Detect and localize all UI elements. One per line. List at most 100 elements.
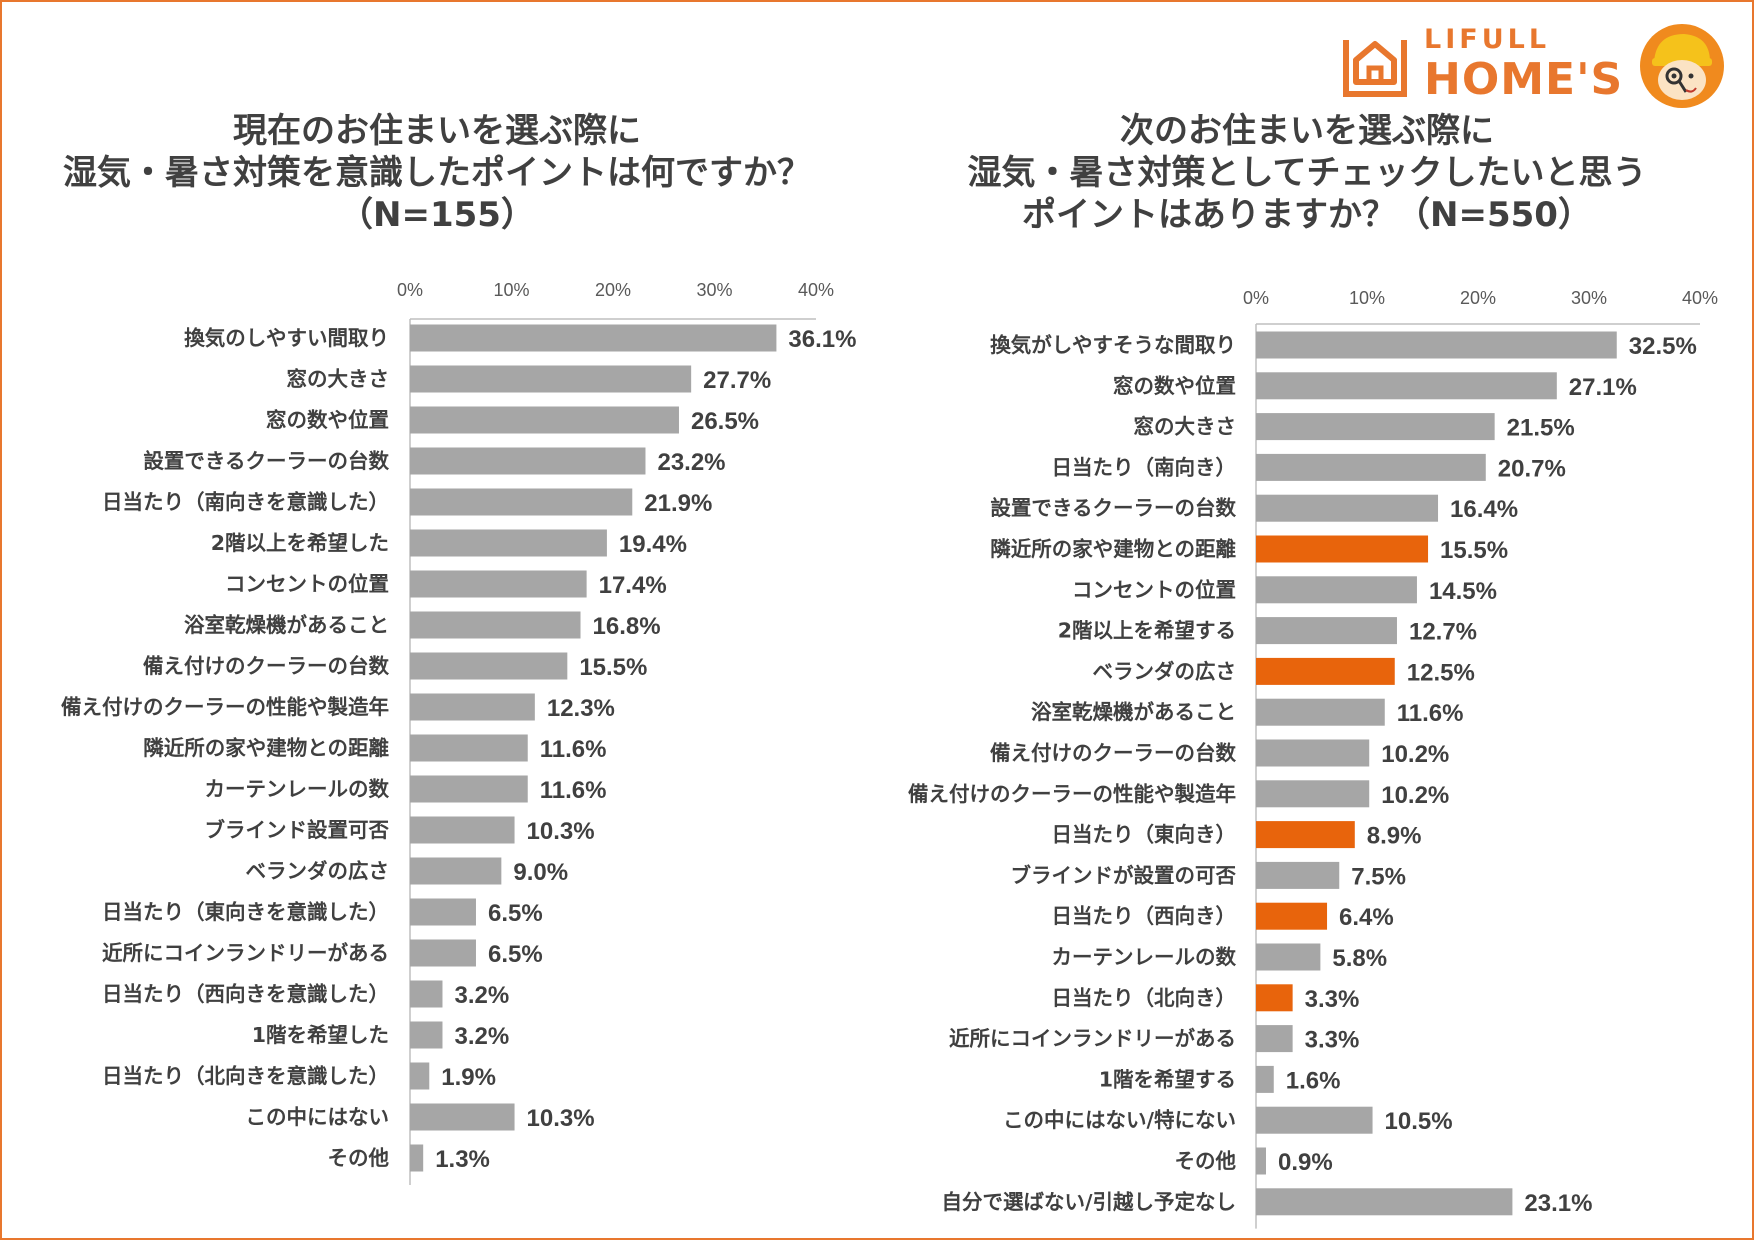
left-value-label: 3.2% [454,1023,509,1050]
left-value-label: 1.3% [435,1146,490,1173]
right-category-label: 1階を希望する [1099,1067,1236,1091]
left-value-label: 16.8% [593,613,661,640]
left-category-label: その他 [328,1146,390,1170]
left-category-label: 備え付けのクーラーの台数 [143,654,389,678]
left-value-label: 26.5% [691,408,759,435]
right-title-line: 湿気・暑さ対策としてチェックしたいと思う [967,153,1647,193]
left-category-label: カーテンレールの数 [205,777,390,801]
right-tick-label: 20% [1460,288,1496,308]
right-tick-label: 30% [1571,288,1607,308]
right-bar [1256,576,1417,604]
right-category-label: ブラインドが設置の可否 [1011,863,1237,887]
left-tick-label: 20% [595,280,631,300]
left-bar [410,775,528,803]
left-category-label: 日当たり（西向きを意識した） [102,982,389,1006]
left-value-label: 10.3% [527,818,595,845]
left-bar [410,1144,424,1172]
left-bar [410,857,502,885]
right-value-label: 20.7% [1498,455,1566,482]
left-bar [410,488,633,516]
left-category-label: 設置できるクーラーの台数 [143,449,389,473]
left-chart-title: 現在のお住まいを選ぶ際に 湿気・暑さ対策を意識したポイントは何ですか？ （N=1… [42,110,832,236]
left-value-label: 15.5% [579,654,647,681]
left-value-label: 3.2% [454,982,509,1009]
left-bar [410,734,528,762]
right-value-label: 10.5% [1385,1108,1453,1135]
left-category-label: ブラインド設置可否 [205,818,390,842]
right-category-label: 日当たり（西向き） [1052,904,1237,928]
left-bar [410,570,587,598]
right-category-label: 備え付けのクーラーの台数 [990,741,1236,765]
left-category-label: 換気のしやすい間取り [184,326,389,350]
right-tick-label: 10% [1349,288,1385,308]
left-bar [410,939,476,967]
left-bar [410,406,679,434]
right-bar [1256,331,1617,359]
right-category-label: 日当たり（北向き） [1052,986,1237,1010]
left-category-label: ベランダの広さ [246,859,390,883]
right-value-label: 3.3% [1305,1027,1360,1054]
left-value-label: 19.4% [619,531,687,558]
left-bar [410,652,568,680]
lifull-homes-logo: LIFULL HOME'S [1338,22,1738,112]
left-category-label: 日当たり（北向きを意識した） [102,1064,389,1088]
left-category-label: 2階以上を希望した [211,531,389,555]
left-category-label: 浴室乾燥機があること [184,613,389,637]
left-value-label: 10.3% [527,1105,595,1132]
right-value-label: 32.5% [1629,333,1697,360]
left-value-label: 9.0% [513,859,568,886]
right-category-label: 換気がしやすそうな間取り [990,333,1236,357]
right-category-label: 2階以上を希望する [1058,619,1236,643]
right-category-label: その他 [1175,1149,1237,1173]
right-bar [1256,657,1395,685]
right-bar [1256,780,1370,808]
right-value-label: 10.2% [1381,741,1449,768]
right-bar [1256,535,1429,563]
right-category-label: コンセントの位置 [1072,578,1236,602]
right-category-label: 設置できるクーラーの台数 [990,496,1236,520]
left-value-label: 21.9% [644,490,712,517]
left-bar [410,1062,430,1090]
left-tick-label: 30% [696,280,732,300]
right-category-label: 近所にコインランドリーがある [949,1027,1236,1051]
left-bar [410,529,607,557]
left-value-label: 36.1% [788,326,856,353]
right-title-line: 次のお住まいを選ぶ際に [1120,111,1494,151]
right-bar [1256,1147,1266,1175]
left-category-label: 1階を希望した [252,1023,389,1047]
left-value-label: 17.4% [599,572,667,599]
right-value-label: 6.4% [1339,904,1394,931]
left-value-label: 12.3% [547,695,615,722]
left-category-label: 窓の数や位置 [266,408,389,432]
left-bar [410,324,777,352]
left-value-label: 6.5% [488,900,543,927]
right-title-line: ポイントはありますか？（N=550） [1022,195,1592,235]
right-value-label: 12.7% [1409,619,1477,646]
left-category-label: 日当たり（南向きを意識した） [102,490,389,514]
right-value-label: 27.1% [1569,374,1637,401]
left-value-label: 6.5% [488,941,543,968]
right-bar [1256,861,1340,889]
right-bar [1256,1188,1513,1216]
right-category-label: この中にはない/特にない [1003,1108,1236,1132]
right-category-label: 自分で選ばない/引越し予定なし [942,1190,1237,1214]
left-tick-label: 0% [397,280,423,300]
right-value-label: 7.5% [1351,863,1406,890]
right-value-label: 0.9% [1278,1149,1333,1176]
right-value-label: 8.9% [1367,823,1422,850]
right-tick-label: 40% [1682,288,1718,308]
right-value-label: 21.5% [1507,415,1575,442]
left-tick-label: 40% [798,280,834,300]
right-bar [1256,372,1557,400]
right-value-label: 5.8% [1332,945,1387,972]
left-category-label: 窓の大きさ [287,367,390,391]
right-value-label: 16.4% [1450,496,1518,523]
right-bar [1256,943,1321,971]
left-tick-label: 10% [493,280,529,300]
left-bar [410,611,581,639]
left-bar [410,365,692,393]
right-category-label: カーテンレールの数 [1052,945,1237,969]
left-bar [410,693,535,721]
right-chart-title: 次のお住まいを選ぶ際に 湿気・暑さ対策としてチェックしたいと思う ポイントはあり… [882,110,1732,236]
left-bar [410,898,476,926]
